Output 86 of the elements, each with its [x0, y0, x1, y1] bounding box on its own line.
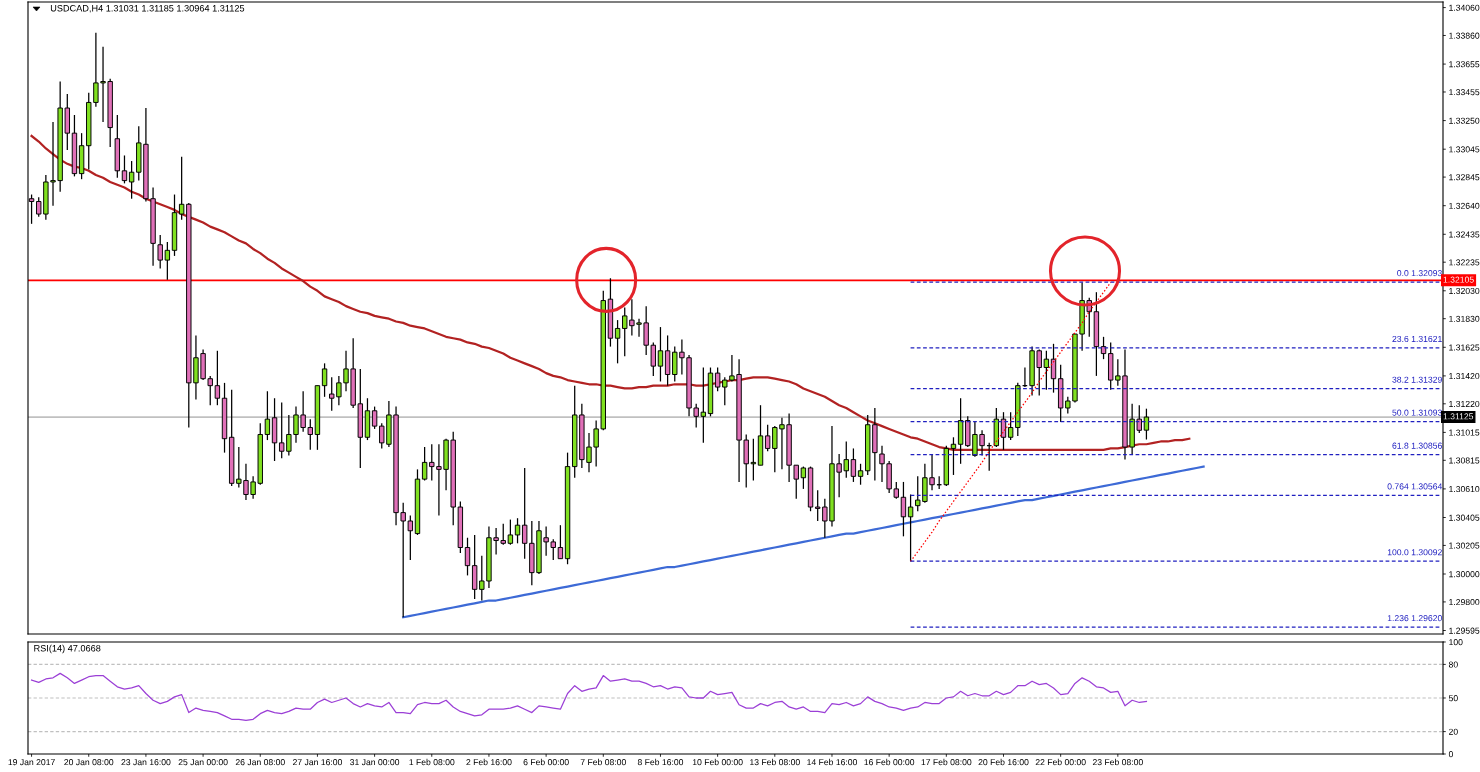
- x-tick-label: 26 Jan 08:00: [235, 759, 285, 766]
- candlestick: [128, 160, 135, 200]
- x-tick-label: 10 Feb 00:00: [692, 758, 743, 766]
- x-tick-label: 31 Jan 00:00: [350, 759, 400, 766]
- candlestick: [464, 537, 471, 577]
- series-label: 100.0 1.30092: [1387, 549, 1442, 556]
- y-tick-label: 1.32030: [1449, 287, 1480, 294]
- line-series: [402, 465, 1205, 619]
- line-series: [909, 281, 1112, 563]
- x-tick-label: 2 Feb 16:00: [466, 758, 512, 766]
- candlestick: [264, 390, 271, 441]
- y-tick-label: 1.32235: [1449, 259, 1480, 266]
- x-tick-label: 20 Feb 16:00: [978, 758, 1029, 766]
- x-tick-label: 13 Feb 08:00: [750, 758, 800, 766]
- y-tick-label: 1.33250: [1449, 117, 1480, 124]
- line-series: [30, 672, 1148, 722]
- candlestick: [857, 463, 864, 486]
- chart-title: USDCAD,H4 1.31031 1.31185 1.30964 1.31125: [50, 5, 245, 13]
- y-tick-label: 1.31625: [1449, 344, 1480, 351]
- candlestick: [907, 493, 914, 563]
- y-tick-label: 80: [1448, 661, 1458, 668]
- candlestick: [421, 446, 428, 482]
- y-tick-label: 1.29800: [1449, 599, 1480, 606]
- candlestick: [1043, 350, 1050, 391]
- x-tick-label: 16 Feb 00:00: [864, 758, 915, 766]
- candlestick: [371, 405, 378, 430]
- candlestick: [557, 524, 564, 560]
- y-tick-label: 1.30000: [1449, 571, 1480, 578]
- x-tick-label: 7 Feb 08:00: [580, 758, 626, 766]
- y-tick-label: 1.31420: [1449, 373, 1480, 380]
- x-tick-label: 27 Jan 16:00: [292, 759, 342, 766]
- series-label: 0.764 1.30564: [1387, 483, 1443, 490]
- y-tick-label: 1.29595: [1449, 627, 1480, 634]
- y-tick-label: 50: [1448, 695, 1458, 702]
- series-label: 38.2 1.31329: [1392, 376, 1442, 383]
- candlestick: [514, 517, 521, 544]
- candlestick: [714, 366, 721, 392]
- y-tick-label: 1.33045: [1449, 146, 1480, 153]
- candlestick: [214, 350, 221, 406]
- x-tick-label: 1 Feb 08:00: [409, 758, 455, 766]
- candlestick: [900, 481, 907, 537]
- x-tick-label: 25 Jan 00:00: [178, 759, 228, 766]
- series-label: 23.6 1.31621: [1392, 335, 1442, 342]
- y-tick-label: 1.32435: [1449, 231, 1480, 238]
- y-tick-label: 1.32845: [1449, 174, 1480, 181]
- y-tick-label: 1.30610: [1449, 486, 1480, 493]
- y-tick-label: 1.31220: [1449, 400, 1480, 408]
- y-tick-label: 1.33655: [1449, 61, 1480, 68]
- candlestick: [614, 319, 621, 364]
- candlestick: [957, 397, 964, 465]
- candlestick: [1000, 411, 1007, 451]
- candlestick: [321, 362, 328, 398]
- ref-line-label: 1.31125: [1443, 413, 1474, 420]
- candlestick: [657, 326, 664, 383]
- y-tick-label: 1.34060: [1449, 4, 1480, 11]
- y-tick-label: 1.30815: [1449, 457, 1480, 464]
- y-tick-label: 100: [1449, 639, 1463, 646]
- candlestick: [664, 334, 671, 387]
- x-tick-label: 17 Feb 08:00: [921, 758, 972, 766]
- series-label: 1.236 1.29620: [1387, 615, 1442, 622]
- candlestick: [1143, 408, 1150, 441]
- y-tick-label: 1.33860: [1449, 32, 1480, 39]
- series-label: 61.8 1.30856: [1392, 442, 1442, 449]
- x-tick-label: 20 Jan 08:00: [64, 759, 114, 766]
- candlestick: [121, 154, 128, 184]
- ref-line-label: 1.32105: [1443, 276, 1474, 283]
- x-tick-label: 23 Jan 16:00: [121, 759, 171, 766]
- y-tick-label: 1.32640: [1449, 202, 1480, 209]
- y-tick-label: 1.31830: [1449, 315, 1480, 322]
- x-tick-label: 8 Feb 16:00: [637, 758, 684, 766]
- x-tick-label: 14 Feb 16:00: [807, 758, 858, 766]
- y-tick-label: 20: [1448, 728, 1458, 735]
- x-tick-label: 6 Feb 00:00: [523, 758, 569, 766]
- x-tick-label: 19 Jan 2017: [8, 759, 55, 766]
- candlestick: [507, 518, 514, 546]
- candlestick: [850, 447, 857, 483]
- y-tick-label: 1.30405: [1449, 514, 1480, 521]
- y-tick-label: 1.30205: [1449, 542, 1480, 549]
- candlestick: [950, 436, 957, 476]
- chart-title: RSI(14) 47.0668: [34, 644, 101, 654]
- y-tick-label: 1.31015: [1449, 429, 1480, 436]
- x-tick-label: 22 Feb 00:00: [1035, 758, 1086, 766]
- x-tick-label: 23 Feb 08:00: [1092, 758, 1143, 766]
- y-tick-label: 0: [1448, 751, 1454, 758]
- series-label: 0.0 1.32093: [1397, 270, 1442, 277]
- y-tick-label: 1.33455: [1449, 89, 1480, 96]
